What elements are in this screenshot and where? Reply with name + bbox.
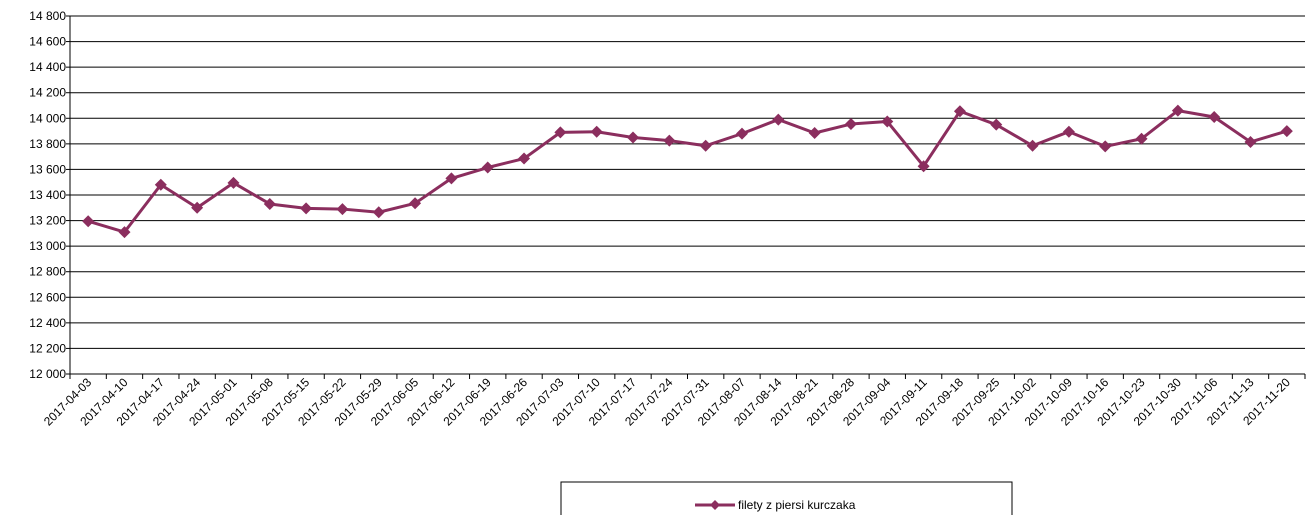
data-point [227, 176, 240, 189]
data-point [191, 201, 204, 214]
y-tick-label: 13 200 [29, 214, 66, 228]
data-point [663, 134, 676, 147]
data-point [300, 202, 313, 215]
y-tick-label: 13 000 [29, 239, 66, 253]
legend-label: filety z piersi kurczaka [738, 498, 856, 512]
y-tick-label: 12 600 [29, 290, 66, 304]
data-point [82, 215, 95, 228]
data-point [917, 160, 930, 173]
data-point [953, 105, 966, 118]
data-point [1280, 125, 1293, 138]
data-point [699, 139, 712, 152]
data-point [808, 126, 821, 139]
data-point [1026, 139, 1039, 152]
y-tick-label: 12 800 [29, 265, 66, 279]
y-tick-label: 13 600 [29, 162, 66, 176]
data-point [1062, 125, 1075, 138]
data-point [1244, 135, 1257, 148]
data-point [1208, 111, 1221, 124]
legend: filety z piersi kurczaka [560, 481, 1013, 515]
legend-marker-sample [710, 500, 720, 510]
y-axis-tick-labels: 12 000 12 200 12 400 12 600 12 800 13 000 13 2… [29, 9, 66, 381]
data-point [445, 172, 458, 185]
data-point [263, 197, 276, 210]
data-point [1135, 132, 1148, 145]
data-point [881, 115, 894, 128]
data-point [409, 197, 422, 210]
y-tick-label: 12 200 [29, 341, 66, 355]
gridlines [66, 15, 1305, 375]
series-line [87, 109, 1288, 234]
y-tick-label: 14 800 [29, 9, 66, 23]
y-tick-label: 14 000 [29, 111, 66, 125]
y-tick-label: 12 400 [29, 316, 66, 330]
y-tick-label: 14 200 [29, 86, 66, 100]
data-point [554, 126, 567, 139]
data-point [772, 113, 785, 126]
y-tick-label: 14 600 [29, 35, 66, 49]
data-point [518, 152, 531, 165]
series-layer [82, 104, 1293, 239]
y-tick-label: 12 000 [29, 367, 66, 381]
data-point [990, 118, 1003, 131]
data-point [735, 127, 748, 140]
data-point [844, 118, 857, 131]
data-point [1099, 140, 1112, 153]
y-tick-label: 13 400 [29, 188, 66, 202]
data-point [627, 131, 640, 144]
data-point [336, 203, 349, 216]
data-point [590, 125, 603, 138]
legend-box [560, 481, 1013, 515]
data-point [118, 226, 131, 239]
data-point [481, 161, 494, 174]
data-point [372, 206, 385, 219]
data-point [154, 178, 167, 191]
y-tick-label: 13 800 [29, 137, 66, 151]
y-tick-label: 14 400 [29, 60, 66, 74]
data-point [1171, 104, 1184, 117]
